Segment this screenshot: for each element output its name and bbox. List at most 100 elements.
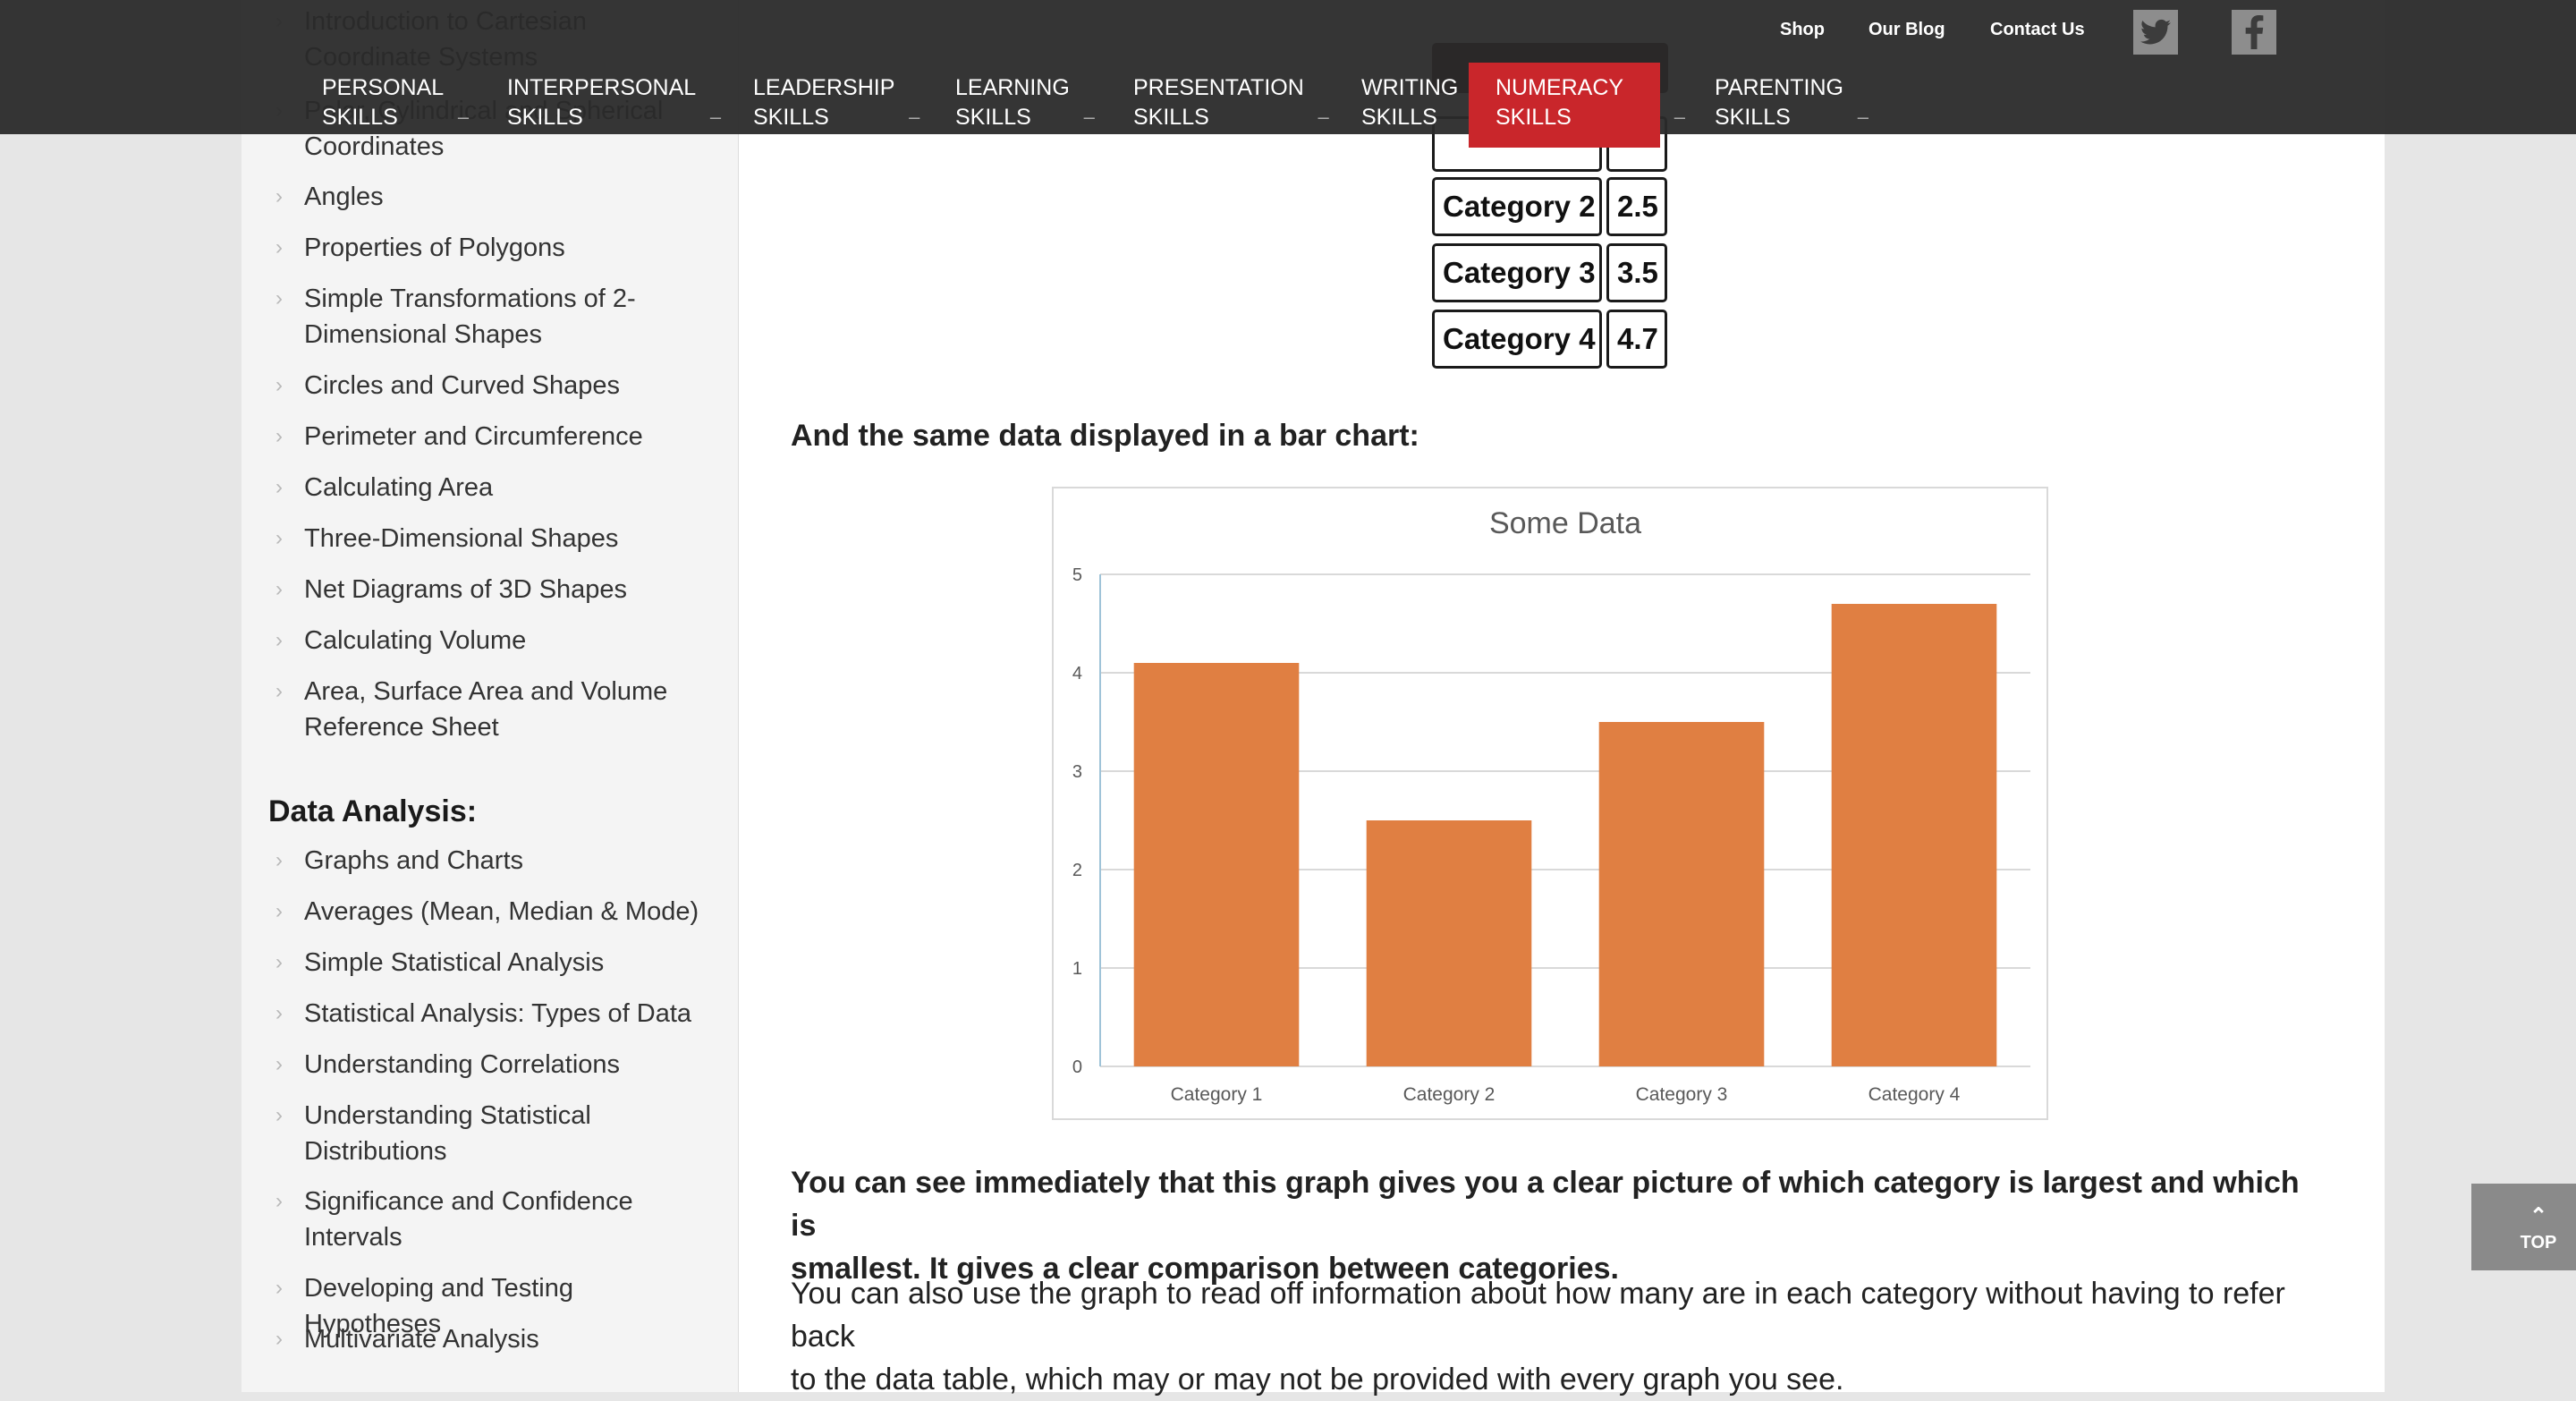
y-tick-label: 0 [1072,1057,1082,1077]
sidebar-item[interactable]: › Area, Surface Area and Volume Reference… [275,674,716,745]
nav-item-label-line1: PRESENTATION [1133,75,1304,100]
y-tick-label: 4 [1072,664,1082,684]
chevron-right-icon: › [275,628,283,652]
nav-item-label-line2: SKILLS [1715,105,1791,130]
main-content: Category 2 2.5 Category 3 3.5 Category 4 4.7 … [739,0,2385,1397]
bar-chart: Some Data 0 1 2 3 4 5 Category 1 Category 2 Categ… [1052,487,2048,1120]
x-tick-label: Category 1 [1171,1084,1263,1105]
table-cell-label: Category 4 [1432,310,1602,369]
paragraph-2-line-1: You can also use the graph to read off i… [791,1277,2285,1354]
sidebar-item[interactable]: › Calculating Volume [275,623,716,658]
nav-item[interactable]: INTERPERSONAL SKILLS – [507,63,721,148]
nav-item-label-line2: SKILLS [1361,105,1437,130]
nav-separator: – [1318,106,1329,128]
chevron-right-icon: › [275,1276,283,1300]
table-cell-value: 4.7 [1606,310,1667,369]
sidebar-item[interactable]: › Properties of Polygons [275,230,716,266]
nav-item[interactable]: PARENTING SKILLS – [1715,63,1868,148]
paragraph-1: You can see immediately that this graph … [791,1161,2311,1290]
sidebar-item[interactable]: › Net Diagrams of 3D Shapes [275,572,716,607]
chevron-right-icon: › [275,1001,283,1025]
sidebar-item[interactable]: › Significance and Confidence Intervals [275,1184,716,1255]
sidebar-item-label: Graphs and Charts [304,846,524,875]
chevron-right-icon: › [275,679,283,703]
chevron-right-icon: › [275,475,283,499]
chart-title: Some Data [1489,506,1641,540]
shop-link[interactable]: Shop [1780,20,1825,39]
sidebar-item[interactable]: › Multivariate Analysis [275,1321,716,1357]
bar [1831,604,1997,1066]
nav-separator: – [457,106,470,128]
y-tick-label: 1 [1072,959,1082,979]
nav-item[interactable]: NUMERACY SKILLS – [1469,63,1685,148]
nav-item-label-line2: SKILLS [507,105,583,130]
chevron-right-icon: › [275,235,283,259]
bar [1598,722,1765,1066]
sidebar-item-label: Developing and Testing Hypotheses [304,1274,573,1338]
twitter-icon[interactable] [2133,10,2178,55]
chevron-right-icon: › [275,373,283,397]
sidebar-item[interactable]: › Understanding Correlations [275,1047,716,1083]
nav-item[interactable]: LEARNING SKILLS – [955,63,1095,148]
sidebar-item-label: Statistical Analysis: Types of Data [304,999,692,1028]
nav-item-label-line2: SKILLS [955,105,1031,130]
sidebar-item-label: Properties of Polygons [304,234,565,262]
nav-item-label-line1: LEADERSHIP [753,75,895,100]
sidebar-item-label: Significance and Confidence Intervals [304,1187,633,1252]
sidebar-item[interactable]: › Understanding Statistical Distributions [275,1098,716,1169]
back-to-top-button[interactable]: ⌃ TOP [2471,1184,2576,1270]
sidebar-item[interactable]: › Calculating Area [275,470,716,505]
sidebar-item-label: Net Diagrams of 3D Shapes [304,575,628,604]
sidebar-item-label: Understanding Statistical Distributions [304,1101,591,1166]
table-cell-label: Category 2 [1432,177,1602,236]
sidebar-item[interactable]: › Angles [275,179,716,215]
blog-link[interactable]: Our Blog [1868,20,1945,39]
contact-link[interactable]: Contact Us [1990,20,2085,39]
sidebar-item[interactable]: › Statistical Analysis: Types of Data [275,996,716,1032]
chevron-right-icon: › [275,184,283,208]
sidebar-item-label: Angles [304,183,384,211]
chevron-right-icon: › [275,899,283,923]
facebook-icon[interactable] [2232,10,2276,55]
sidebar-item-label: Calculating Volume [304,626,527,655]
sidebar-item[interactable]: › Graphs and Charts [275,843,716,879]
chevron-up-icon: ⌃ [2529,1204,2548,1228]
sidebar-item[interactable]: › Simple Transformations of 2-Dimensional… [275,281,716,352]
back-to-top-label: TOP [2520,1233,2557,1252]
sidebar-item[interactable]: › Simple Statistical Analysis [275,945,716,981]
x-tick-label: Category 4 [1868,1084,1961,1105]
chevron-right-icon: › [275,286,283,310]
x-tick-label: Category 3 [1636,1084,1728,1105]
nav-separator: – [1857,106,1868,128]
paragraph-2: You can also use the graph to read off i… [791,1272,2311,1401]
sidebar-item-label: Multivariate Analysis [304,1325,539,1354]
chevron-right-icon: › [275,1052,283,1076]
chevron-right-icon: › [275,1327,283,1351]
nav-item[interactable]: PRESENTATION SKILLS – [1133,63,1329,148]
y-tick-label: 2 [1072,861,1082,880]
chevron-right-icon: › [275,1103,283,1127]
paragraph-2-line-2: to the data table, which may or may not … [791,1363,1844,1397]
nav-item-label-line2: SKILLS [753,105,829,130]
sidebar-item[interactable]: › Developing and Testing Hypotheses [275,1270,716,1342]
x-tick-label: Category 2 [1403,1084,1496,1105]
nav-item-label-line1: INTERPERSONAL [507,75,697,100]
y-tick-label: 3 [1072,762,1082,782]
paragraph-1-line-2: smallest. It gives a clear comparison be… [791,1252,1619,1286]
sidebar: ›Introduction to Cartesian Coordinate Sy… [242,0,739,1392]
sidebar-item-label: Perimeter and Circumference [304,422,643,451]
sidebar-item[interactable]: › Three-Dimensional Shapes [275,521,716,556]
sidebar-item[interactable]: › Perimeter and Circumference [275,419,716,454]
table-cell-value: 2.5 [1606,177,1667,236]
intro-text: And the same data displayed in a bar cha… [791,419,1419,453]
nav-item[interactable]: PERSONAL SKILLS – [322,63,469,148]
sidebar-item[interactable]: › Circles and Curved Shapes [275,368,716,403]
nav-item-label-line2: SKILLS [1496,105,1572,130]
nav-item-label-line1: NUMERACY [1496,75,1624,100]
chart-svg: Some Data 0 1 2 3 4 5 Category 1 Category 2 Categ… [1072,506,2030,1105]
sidebar-item[interactable]: › Averages (Mean, Median & Mode) [275,894,716,930]
nav-item[interactable]: LEADERSHIP SKILLS – [753,63,919,148]
sidebar-item-label: Simple Transformations of 2-Dimensional … [304,284,636,349]
nav-separator: – [1674,106,1685,128]
